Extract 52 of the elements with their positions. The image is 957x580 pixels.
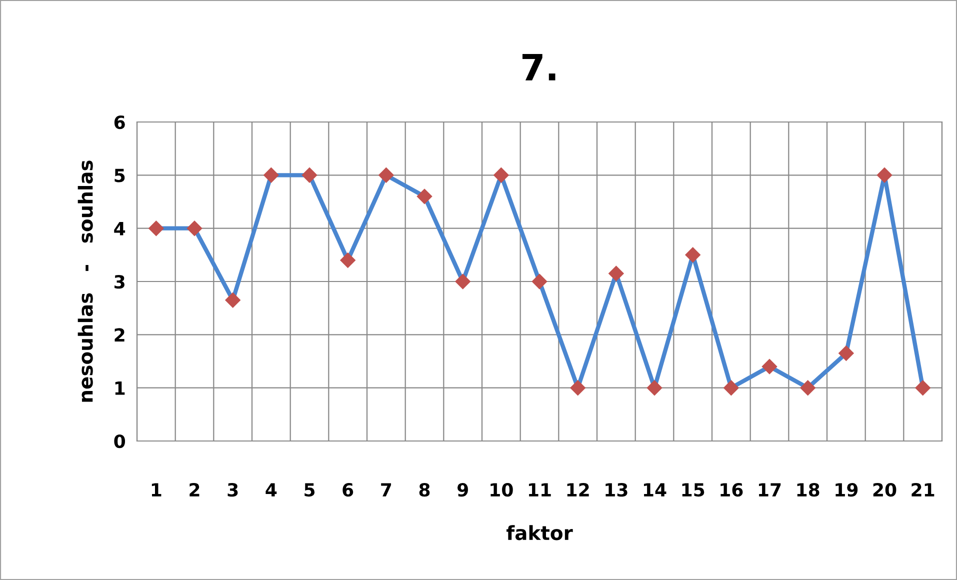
x-tick-label: 3 (228, 482, 238, 497)
x-tick-label: 15 (682, 483, 704, 497)
x-tick-label: 17 (758, 483, 781, 496)
x-tick-label: 1 (152, 483, 162, 496)
point (186, 220, 202, 236)
chart-title: 7. (522, 54, 556, 80)
point (264, 168, 279, 183)
point (340, 252, 356, 268)
x-tick-label: 10 (490, 482, 513, 497)
y-axis-title: nesouhlas - souhlas (78, 160, 93, 402)
x-tick-label: 8 (419, 482, 430, 497)
point (570, 380, 586, 396)
y-tick-label: 6 (114, 115, 125, 130)
x-tick-label: 16 (720, 483, 743, 497)
point (800, 380, 816, 396)
point (724, 380, 739, 396)
y-tick-label: 3 (114, 274, 124, 289)
y-tick-label: 4 (114, 222, 126, 236)
point (762, 358, 778, 374)
y-tick-label: 0 (114, 434, 126, 448)
x-tick-label: 4 (266, 483, 277, 496)
x-axis-title: faktor (506, 525, 573, 540)
x-tick-label: 19 (836, 483, 858, 497)
x-tick-label: 14 (644, 483, 666, 496)
point (608, 266, 624, 282)
point (455, 274, 470, 290)
x-tick-label: 20 (873, 482, 896, 497)
x-tick-label: 21 (912, 482, 934, 496)
x-tick-label: 18 (797, 482, 820, 497)
point (148, 220, 164, 236)
point (685, 247, 700, 262)
point (302, 168, 318, 183)
x-tick-label: 2 (190, 482, 200, 496)
point (876, 168, 892, 183)
point (494, 168, 509, 183)
point (225, 292, 240, 308)
x-tick-label: 11 (528, 483, 551, 496)
point (646, 380, 662, 396)
y-tick-label: 1 (115, 382, 125, 395)
point (838, 346, 854, 361)
x-tick-label: 9 (457, 483, 468, 497)
point (416, 188, 432, 204)
point (378, 168, 394, 183)
x-tick-label: 5 (304, 483, 315, 497)
x-tick-label: 6 (342, 483, 354, 497)
point (532, 274, 548, 290)
x-tick-label: 12 (567, 482, 589, 496)
point (915, 380, 930, 396)
y-tick-label: 2 (114, 328, 124, 342)
x-tick-label: 13 (606, 482, 628, 497)
y-tick-label: 5 (114, 168, 125, 182)
x-tick-label: 7 (381, 483, 392, 496)
